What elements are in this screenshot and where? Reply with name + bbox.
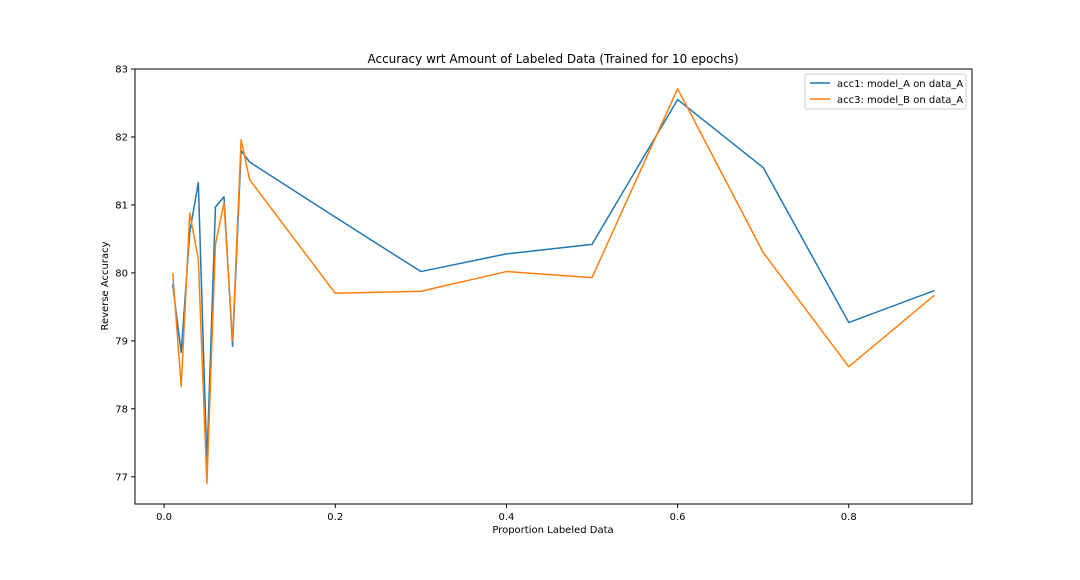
- x-tick-label: 0.6: [670, 512, 686, 523]
- y-axis-ticks: 77 78 79 80 81 82 83: [115, 65, 135, 483]
- x-tick-label: 0.2: [327, 512, 343, 523]
- series-layer: [171, 87, 935, 485]
- y-tick-label: 80: [115, 268, 128, 279]
- plot-frame: [134, 68, 973, 505]
- chart-title: Accuracy wrt Amount of Labeled Data (Tra…: [367, 52, 738, 66]
- x-axis-ticks: 0.0 0.2 0.4 0.6 0.8: [156, 504, 857, 523]
- legend-label-acc1: acc1: model_A on data_A: [837, 79, 963, 90]
- x-tick-label: 0.4: [498, 512, 514, 523]
- y-tick-label: 78: [115, 404, 128, 415]
- x-tick-label: 0.8: [841, 512, 857, 523]
- series-line-acc3: [171, 87, 935, 485]
- x-tick-label: 0.0: [156, 512, 172, 523]
- y-tick-label: 81: [115, 200, 128, 211]
- x-axis-label: Proportion Labeled Data: [492, 525, 613, 536]
- legend: acc1: model_A on data_A acc3: model_B on…: [804, 73, 967, 110]
- y-tick-label: 82: [115, 132, 128, 143]
- y-tick-label: 79: [115, 336, 128, 347]
- y-tick-label: 83: [115, 65, 128, 76]
- y-tick-label: 77: [115, 472, 128, 483]
- y-axis-label: Reverse Accuracy: [100, 241, 111, 330]
- legend-box: [804, 73, 967, 110]
- legend-label-acc3: acc3: model_B on data_A: [837, 95, 963, 106]
